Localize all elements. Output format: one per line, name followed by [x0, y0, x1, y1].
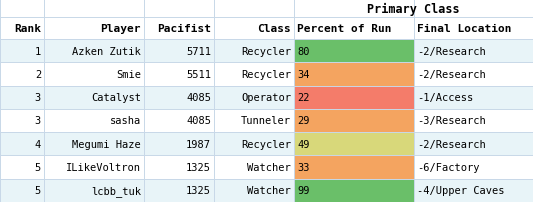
Bar [0, 63, 533, 86]
Text: Catalyst: Catalyst [91, 93, 141, 103]
Text: 1987: 1987 [186, 139, 211, 149]
Text: 4085: 4085 [186, 116, 211, 126]
Text: 33: 33 [297, 162, 310, 172]
Text: Final Location: Final Location [417, 24, 512, 34]
Text: lcbb_tuk: lcbb_tuk [91, 185, 141, 196]
Text: Recycler: Recycler [241, 139, 291, 149]
Text: 2: 2 [35, 69, 41, 80]
Text: Smie: Smie [116, 69, 141, 80]
Text: 34: 34 [297, 69, 310, 80]
Bar [0, 86, 533, 109]
Text: sasha: sasha [110, 116, 141, 126]
Text: 5: 5 [35, 185, 41, 195]
Text: -1/Access: -1/Access [417, 93, 473, 103]
Text: 3: 3 [35, 116, 41, 126]
Text: Azken Zutik: Azken Zutik [72, 46, 141, 56]
Text: Watcher: Watcher [247, 185, 291, 195]
Text: ILikeVoltron: ILikeVoltron [66, 162, 141, 172]
Text: Tunneler: Tunneler [241, 116, 291, 126]
Text: -2/Research: -2/Research [417, 69, 486, 80]
Text: -2/Research: -2/Research [417, 139, 486, 149]
Bar [294, 133, 414, 156]
Text: Rank: Rank [14, 24, 41, 34]
Text: 80: 80 [297, 46, 310, 56]
Text: 5511: 5511 [186, 69, 211, 80]
Text: Megumi Haze: Megumi Haze [72, 139, 141, 149]
Bar [294, 156, 414, 179]
Text: Pacifist: Pacifist [157, 24, 211, 34]
Text: 49: 49 [297, 139, 310, 149]
Text: 5: 5 [35, 162, 41, 172]
Text: 5711: 5711 [186, 46, 211, 56]
Text: Primary Class: Primary Class [367, 2, 460, 16]
Text: Player: Player [101, 24, 141, 34]
Text: 1: 1 [35, 46, 41, 56]
Bar [0, 156, 533, 179]
Text: 1325: 1325 [186, 185, 211, 195]
Text: -4/Upper Caves: -4/Upper Caves [417, 185, 505, 195]
Text: Recycler: Recycler [241, 46, 291, 56]
Text: Watcher: Watcher [247, 162, 291, 172]
Bar [294, 86, 414, 109]
Text: 3: 3 [35, 93, 41, 103]
Text: -6/Factory: -6/Factory [417, 162, 480, 172]
Text: 1325: 1325 [186, 162, 211, 172]
Bar [0, 40, 533, 63]
Bar [294, 109, 414, 133]
Text: Percent of Run: Percent of Run [297, 24, 392, 34]
Text: 22: 22 [297, 93, 310, 103]
Text: 4: 4 [35, 139, 41, 149]
Text: Class: Class [257, 24, 291, 34]
Bar [0, 0, 533, 18]
Bar [0, 109, 533, 133]
Bar [0, 133, 533, 156]
Text: 4085: 4085 [186, 93, 211, 103]
Bar [294, 40, 414, 63]
Text: 29: 29 [297, 116, 310, 126]
Text: -2/Research: -2/Research [417, 46, 486, 56]
Text: -3/Research: -3/Research [417, 116, 486, 126]
Bar [294, 63, 414, 86]
Text: Operator: Operator [241, 93, 291, 103]
Text: 99: 99 [297, 185, 310, 195]
Bar [0, 179, 533, 202]
Bar [294, 179, 414, 202]
Text: Recycler: Recycler [241, 69, 291, 80]
Bar [0, 18, 533, 40]
